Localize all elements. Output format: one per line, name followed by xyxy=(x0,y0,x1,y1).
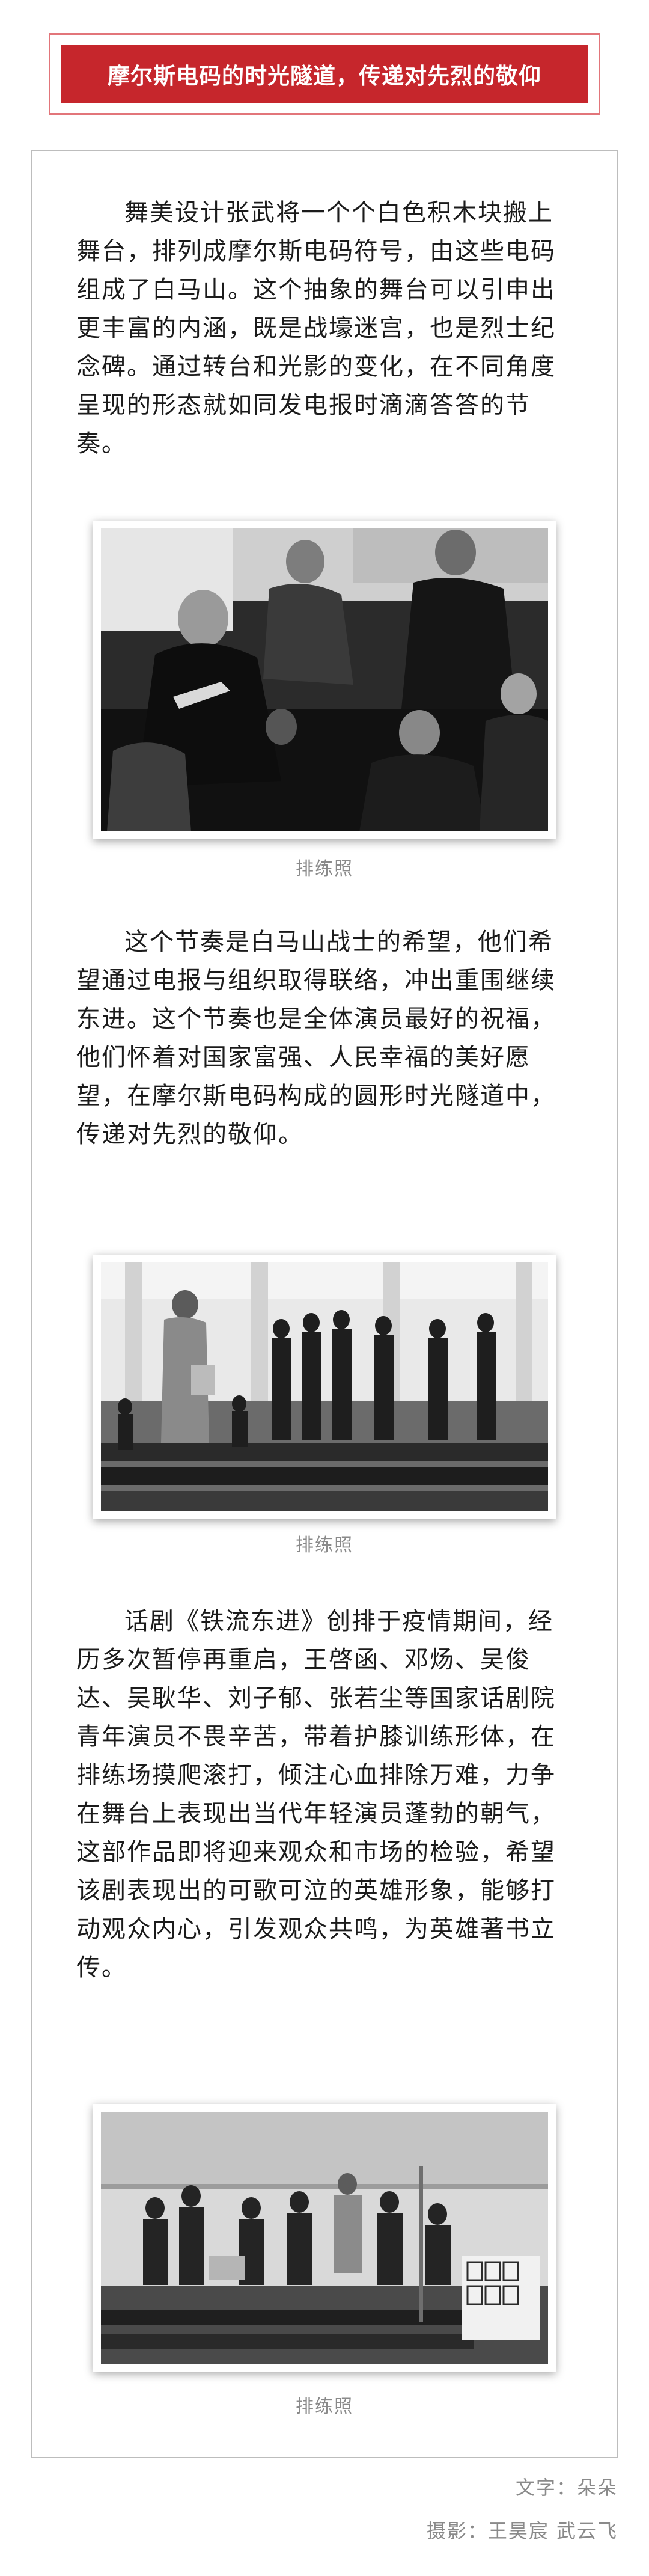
rehearsal-photo-3-image xyxy=(101,2112,548,2364)
title-bar: 摩尔斯电码的时光隧道，传递对先烈的敬仰 xyxy=(61,45,588,103)
rehearsal-photo-1-image xyxy=(101,528,548,831)
photo-caption-3: 排练照 xyxy=(296,2396,353,2417)
rehearsal-photo-3 xyxy=(93,2104,556,2372)
paragraph-2: 这个节奏是白马山战士的希望，他们希望通过电报与组织取得联络，冲出重围继续东进。这… xyxy=(76,928,556,1148)
title-banner: 摩尔斯电码的时光隧道，传递对先烈的敬仰 xyxy=(49,33,600,115)
page-title: 摩尔斯电码的时光隧道，传递对先烈的敬仰 xyxy=(108,63,541,89)
rehearsal-photo-2-image xyxy=(101,1262,548,1511)
rehearsal-photo-2 xyxy=(93,1255,556,1519)
photo-caption-2: 排练照 xyxy=(296,1535,353,1556)
photo-credit: 摄影：王昊宸 武云飞 xyxy=(426,2519,618,2542)
photo-caption-1: 排练照 xyxy=(296,858,353,880)
rehearsal-photo-1 xyxy=(93,521,556,839)
paragraph-3: 话剧《铁流东进》创排于疫情期间，经历多次暂停再重启，王啓函、邓炀、吴俊达、吴耿华… xyxy=(76,1608,556,1981)
paragraph-1: 舞美设计张武将一个个白色积木块搬上舞台，排列成摩尔斯电码符号，由这些电码组成了白… xyxy=(76,199,556,457)
article-body xyxy=(31,150,618,2458)
text-credit: 文字：朵朵 xyxy=(515,2476,618,2499)
